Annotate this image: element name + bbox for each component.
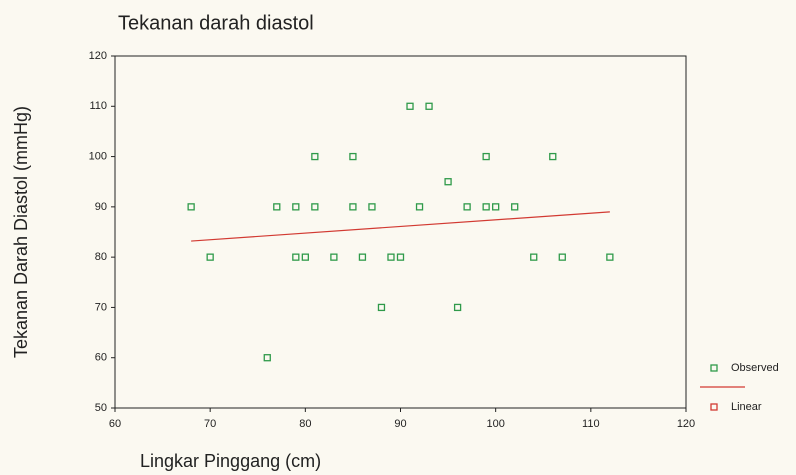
point	[482, 152, 490, 161]
x-tick-label: 80	[299, 418, 311, 430]
legend-label: Observed	[731, 362, 779, 374]
y-tick-label: 110	[89, 100, 107, 112]
x-tick-label: 100	[486, 418, 504, 430]
y-tick-label: 50	[95, 402, 107, 414]
point	[292, 203, 300, 211]
point	[396, 253, 405, 261]
x-tick-label: 110	[582, 418, 600, 430]
y-tick-label: 60	[95, 352, 107, 364]
point	[549, 152, 557, 161]
point	[463, 203, 471, 211]
point	[206, 253, 214, 261]
point	[444, 178, 452, 186]
point	[349, 152, 357, 161]
y-axis-label: Tekanan Darah Diastol (mmHg)	[11, 106, 31, 358]
point	[377, 303, 386, 312]
point	[453, 303, 462, 312]
y-tick-label: 70	[95, 301, 107, 313]
legend-label: Linear	[731, 401, 762, 413]
y-tick-label: 100	[89, 150, 107, 162]
point	[387, 253, 395, 261]
point	[263, 354, 271, 362]
chart-title: Tekanan darah diastol	[118, 12, 314, 34]
point	[415, 203, 424, 211]
plot-frame	[114, 55, 687, 409]
x-axis-label: Lingkar Pinggang (cm)	[140, 451, 321, 471]
x-tick-label: 70	[204, 418, 216, 430]
legend-marker	[710, 403, 718, 411]
point	[511, 203, 519, 211]
y-tick-label: 80	[95, 251, 107, 263]
point	[558, 253, 566, 261]
point	[187, 203, 195, 211]
point	[482, 203, 490, 211]
point	[349, 203, 357, 211]
point	[358, 253, 367, 261]
fit-line	[191, 211, 610, 242]
point	[292, 253, 300, 261]
point	[368, 203, 376, 211]
point	[492, 203, 500, 211]
point	[311, 203, 319, 211]
point	[301, 253, 309, 261]
legend-marker	[710, 364, 718, 372]
x-tick-label: 60	[109, 418, 121, 430]
point	[425, 102, 433, 110]
x-tick-label: 120	[677, 418, 695, 430]
point	[273, 203, 281, 211]
point	[330, 253, 338, 261]
point	[606, 253, 614, 261]
x-tick-label: 90	[394, 418, 406, 430]
y-tick-label: 120	[89, 50, 107, 62]
point	[530, 253, 538, 261]
point	[311, 152, 319, 161]
y-tick-label: 90	[95, 201, 107, 213]
point	[406, 102, 414, 110]
